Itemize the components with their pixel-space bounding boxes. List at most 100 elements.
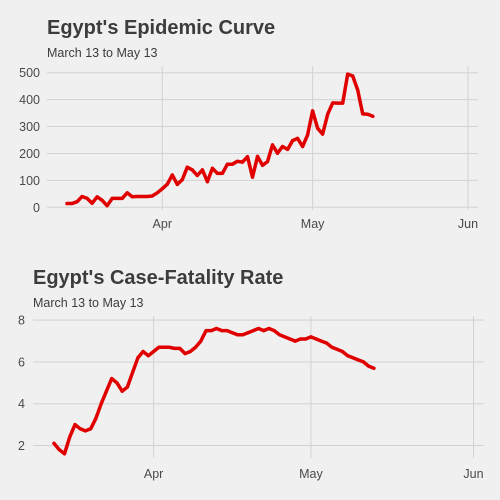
data-point: [185, 165, 189, 169]
data-point: [209, 329, 213, 333]
data-point: [89, 427, 93, 431]
data-point: [356, 88, 360, 92]
data-point: [130, 195, 134, 199]
cfr-gridlines: [33, 316, 484, 458]
data-point: [335, 347, 339, 351]
data-point: [361, 360, 365, 364]
data-point: [311, 109, 315, 113]
data-point: [270, 143, 275, 147]
data-point: [346, 72, 350, 76]
data-point: [125, 191, 129, 195]
data-point: [230, 162, 234, 166]
data-point: [241, 333, 245, 337]
data-point: [146, 354, 150, 358]
data-point: [341, 101, 345, 105]
data-point: [286, 147, 290, 151]
data-point: [100, 198, 104, 202]
data-point: [140, 194, 144, 199]
data-point: [340, 349, 344, 354]
data-point: [246, 331, 250, 335]
data-point: [204, 329, 208, 333]
data-point: [167, 345, 171, 349]
data-point: [291, 139, 295, 143]
data-point: [304, 337, 308, 341]
data-point: [215, 171, 219, 175]
y-tick-label: 6: [18, 355, 25, 369]
data-point: [265, 160, 270, 164]
data-point: [330, 345, 334, 349]
data-point: [314, 337, 318, 341]
data-point: [331, 101, 335, 105]
data-point: [240, 160, 245, 164]
data-point: [104, 389, 108, 393]
epidemic-data-points: [65, 72, 375, 208]
data-point: [336, 101, 340, 105]
data-point: [235, 159, 239, 163]
data-point: [194, 345, 198, 349]
y-tick-label: 2: [18, 439, 25, 453]
data-point: [325, 341, 329, 345]
y-tick-label: 300: [19, 120, 40, 134]
x-tick-label: May: [299, 467, 323, 481]
data-point: [288, 337, 292, 341]
data-point: [245, 155, 250, 159]
data-point: [298, 337, 303, 341]
data-point: [256, 326, 261, 331]
data-point: [157, 345, 161, 349]
data-point: [85, 196, 89, 200]
data-point: [293, 339, 297, 343]
data-point: [183, 352, 187, 356]
data-point: [351, 356, 355, 360]
chart-subtitle-case-fatality-rate: March 13 to May 13: [33, 296, 144, 310]
data-point: [272, 329, 276, 333]
data-point: [175, 182, 179, 186]
data-point: [115, 381, 119, 385]
x-tick-label: May: [301, 217, 325, 231]
data-point: [94, 416, 98, 420]
data-point: [135, 194, 139, 199]
data-point: [321, 132, 325, 136]
data-point: [131, 370, 135, 374]
data-point: [235, 333, 240, 337]
data-point: [150, 194, 154, 198]
data-point: [326, 112, 330, 116]
data-point: [170, 173, 174, 177]
cfr-data-points: [52, 326, 376, 456]
data-point: [136, 356, 140, 360]
x-tick-label: Apr: [144, 467, 163, 481]
data-point: [301, 144, 305, 149]
data-point: [346, 354, 350, 358]
data-point: [162, 345, 166, 349]
data-point: [75, 200, 79, 204]
data-point: [188, 349, 192, 354]
data-point: [200, 168, 204, 172]
y-tick-label: 400: [19, 93, 40, 107]
data-point: [68, 435, 72, 439]
data-point: [372, 366, 376, 370]
data-point: [220, 171, 224, 175]
data-point: [371, 114, 375, 118]
data-point: [275, 151, 280, 155]
epidemic-gridlines: [47, 66, 478, 210]
data-point: [366, 112, 370, 116]
chart-subtitle-epidemic-curve: March 13 to May 13: [47, 46, 158, 60]
data-point: [178, 346, 182, 350]
y-tick-label: 4: [18, 397, 25, 411]
data-point: [316, 126, 320, 130]
data-point: [65, 201, 69, 206]
y-tick-label: 200: [19, 147, 40, 161]
data-point: [70, 201, 74, 206]
data-point: [80, 194, 84, 199]
data-point: [267, 326, 271, 331]
data-point: [260, 163, 265, 167]
data-point: [125, 385, 129, 389]
data-point: [90, 201, 94, 205]
data-point: [361, 112, 365, 116]
data-point: [225, 329, 229, 333]
data-point: [280, 144, 285, 149]
data-point: [78, 427, 82, 431]
data-point: [283, 335, 287, 339]
data-point: [83, 429, 87, 433]
